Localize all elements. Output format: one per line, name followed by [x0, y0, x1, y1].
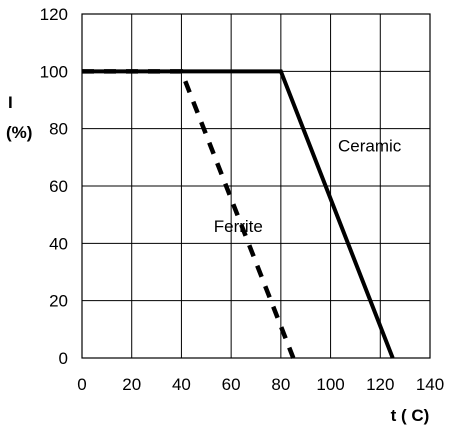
x-tick-label: 60 [222, 375, 241, 394]
x-tick-label: 0 [77, 375, 86, 394]
x-axis-label: t ( C) [391, 406, 430, 425]
y-tick-label: 120 [40, 5, 68, 24]
annotations: Ceramic Ferrite [214, 137, 402, 236]
y-tick-label: 80 [49, 120, 68, 139]
x-tick-label: 40 [172, 375, 191, 394]
y-tick-labels: 0 20 40 60 80 100 120 [40, 5, 68, 368]
y-axis-label-line1: I [8, 93, 13, 112]
y-tick-label: 60 [49, 177, 68, 196]
y-tick-label: 20 [49, 292, 68, 311]
series-line-ferrite [82, 69, 296, 359]
x-tick-label: 100 [316, 375, 344, 394]
plot-frame [81, 13, 431, 359]
x-tick-label: 20 [122, 375, 141, 394]
annotation-ferrite: Ferrite [214, 217, 263, 236]
x-tick-labels: 0 20 40 60 80 100 120 140 [77, 375, 444, 394]
annotation-ceramic: Ceramic [338, 137, 402, 156]
y-tick-label: 0 [59, 349, 68, 368]
y-axis-label-line2: (%) [6, 123, 32, 142]
series-lines [82, 69, 395, 359]
y-tick-label: 100 [40, 62, 68, 81]
x-tick-label: 120 [366, 375, 394, 394]
x-tick-label: 80 [271, 375, 290, 394]
grid-lines [82, 14, 430, 358]
x-tick-label: 140 [416, 375, 444, 394]
y-tick-label: 40 [49, 234, 68, 253]
series-line-ceramic [82, 69, 395, 359]
